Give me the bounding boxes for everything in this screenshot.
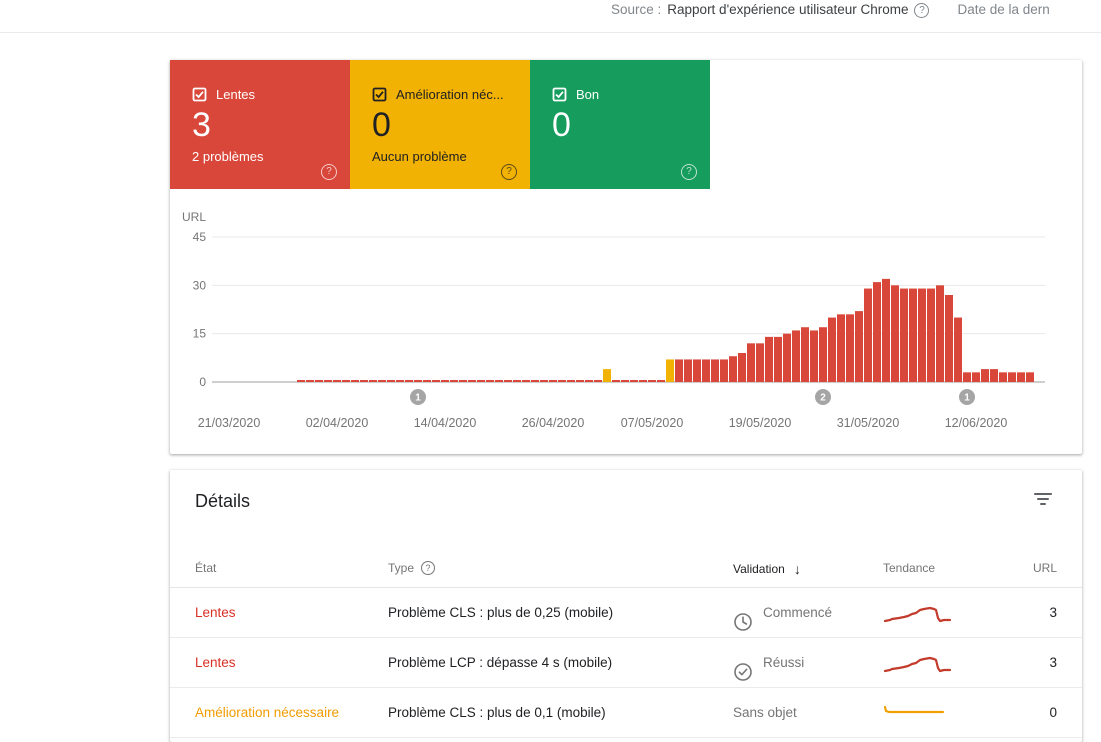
- row-status: Lentes: [195, 605, 236, 620]
- svg-text:15: 15: [193, 327, 207, 341]
- checked-checkbox-icon[interactable]: [552, 87, 567, 102]
- svg-text:30: 30: [193, 278, 207, 292]
- svg-text:1: 1: [964, 393, 970, 404]
- svg-text:1: 1: [415, 393, 421, 404]
- card-needs-improvement-sublabel: Aucun problème: [372, 149, 467, 164]
- column-header-type[interactable]: Type ?: [388, 561, 436, 575]
- row-validation-label: Sans objet: [733, 705, 797, 720]
- last-update-label: Date de la dern: [957, 2, 1050, 17]
- row-url-count: 0: [1049, 705, 1057, 720]
- svg-text:2: 2: [820, 393, 826, 404]
- overview-panel: Lentes 3 2 problèmes ? Amélioration néc.…: [170, 60, 1082, 454]
- column-header-validation-label: Validation: [733, 562, 785, 576]
- row-status: Lentes: [195, 655, 236, 670]
- row-validation: Sans objet: [733, 688, 797, 738]
- svg-text:07/05/2020: 07/05/2020: [621, 416, 684, 430]
- checked-checkbox-icon[interactable]: [372, 87, 387, 102]
- table-row[interactable]: Lentes Problème LCP : dépasse 4 s (mobil…: [170, 638, 1082, 688]
- trend-sparkline: [883, 600, 953, 626]
- card-needs-improvement[interactable]: Amélioration néc... 0 Aucun problème ?: [350, 60, 530, 189]
- details-panel: Détails État Type ? Validation ↓ Tendanc…: [170, 470, 1082, 742]
- card-poor-help-icon[interactable]: ?: [321, 161, 337, 180]
- sort-descending-icon: ↓: [793, 561, 801, 577]
- trend-sparkline: [883, 650, 953, 676]
- svg-text:21/03/2020: 21/03/2020: [198, 416, 261, 430]
- report-meta: Source : Rapport d'expérience utilisateu…: [611, 2, 1050, 18]
- svg-text:14/04/2020: 14/04/2020: [414, 416, 477, 430]
- card-poor-label: Lentes: [216, 87, 256, 102]
- checked-checkbox-icon[interactable]: [192, 87, 207, 102]
- svg-text:02/04/2020: 02/04/2020: [306, 416, 369, 430]
- column-header-type-label: Type: [388, 561, 415, 575]
- row-validation: Réussi: [733, 638, 804, 688]
- clock-icon: [733, 603, 753, 631]
- column-header-etat[interactable]: État: [195, 561, 217, 575]
- source-help-icon[interactable]: ?: [914, 2, 930, 18]
- row-validation-label: Commencé: [763, 605, 833, 620]
- card-needs-improvement-help-icon[interactable]: ?: [501, 161, 517, 180]
- svg-text:0: 0: [199, 375, 206, 389]
- row-status: Amélioration nécessaire: [195, 705, 340, 720]
- column-header-tendance[interactable]: Tendance: [883, 561, 936, 575]
- card-good-help-icon[interactable]: ?: [681, 161, 697, 180]
- column-header-url[interactable]: URL: [1032, 561, 1057, 575]
- cwv-chart-svg: 0 15 30 45 URL 1 2 1 21/03/2020 02/04/2020 14/04/2…: [182, 210, 1045, 430]
- card-good-count: 0: [552, 106, 571, 144]
- status-cards: Lentes 3 2 problèmes ? Amélioration néc.…: [170, 60, 1082, 189]
- card-good[interactable]: Bon 0 ?: [530, 60, 710, 189]
- card-needs-improvement-count: 0: [372, 106, 391, 144]
- details-table-header: État Type ? Validation ↓ Tendance URL: [170, 553, 1082, 588]
- row-issue-type: Problème CLS : plus de 0,1 (mobile): [388, 705, 606, 720]
- svg-text:URL: URL: [182, 210, 206, 224]
- card-good-head: Bon: [552, 87, 599, 102]
- type-help-icon[interactable]: ?: [421, 561, 436, 575]
- svg-text:19/05/2020: 19/05/2020: [729, 416, 792, 430]
- trend-sparkline: [883, 700, 953, 726]
- topbar: Source : Rapport d'expérience utilisateu…: [0, 0, 1101, 33]
- source-value: Rapport d'expérience utilisateur Chrome: [667, 2, 909, 17]
- svg-text:45: 45: [193, 230, 207, 244]
- row-url-count: 3: [1049, 655, 1057, 670]
- card-needs-improvement-label: Amélioration néc...: [396, 87, 504, 102]
- column-header-validation[interactable]: Validation ↓: [733, 561, 801, 577]
- cwv-history-chart: 0 15 30 45 URL 1 2 1 21/03/2020 02/04/2020 14/04/2…: [170, 205, 1082, 445]
- card-needs-improvement-head: Amélioration néc...: [372, 87, 504, 102]
- svg-text:12/06/2020: 12/06/2020: [945, 416, 1008, 430]
- details-title: Détails: [195, 491, 251, 511]
- filter-list-icon[interactable]: [1033, 493, 1052, 507]
- row-validation-label: Réussi: [763, 655, 805, 670]
- source-label: Source :: [611, 2, 662, 17]
- card-poor[interactable]: Lentes 3 2 problèmes ?: [170, 60, 350, 189]
- row-validation: Commencé: [733, 588, 832, 638]
- card-poor-head: Lentes: [192, 87, 255, 102]
- card-poor-sublabel: 2 problèmes: [192, 149, 264, 164]
- svg-text:26/04/2020: 26/04/2020: [522, 416, 585, 430]
- svg-text:31/05/2020: 31/05/2020: [837, 416, 900, 430]
- row-issue-type: Problème CLS : plus de 0,25 (mobile): [388, 605, 614, 620]
- row-issue-type: Problème LCP : dépasse 4 s (mobile): [388, 655, 613, 670]
- card-good-label: Bon: [576, 87, 600, 102]
- row-url-count: 3: [1049, 605, 1057, 620]
- table-row[interactable]: Lentes Problème CLS : plus de 0,25 (mobi…: [170, 588, 1082, 638]
- table-row[interactable]: Amélioration nécessaire Problème CLS : p…: [170, 688, 1082, 738]
- check-circle-icon: [733, 653, 753, 681]
- card-poor-count: 3: [192, 106, 211, 144]
